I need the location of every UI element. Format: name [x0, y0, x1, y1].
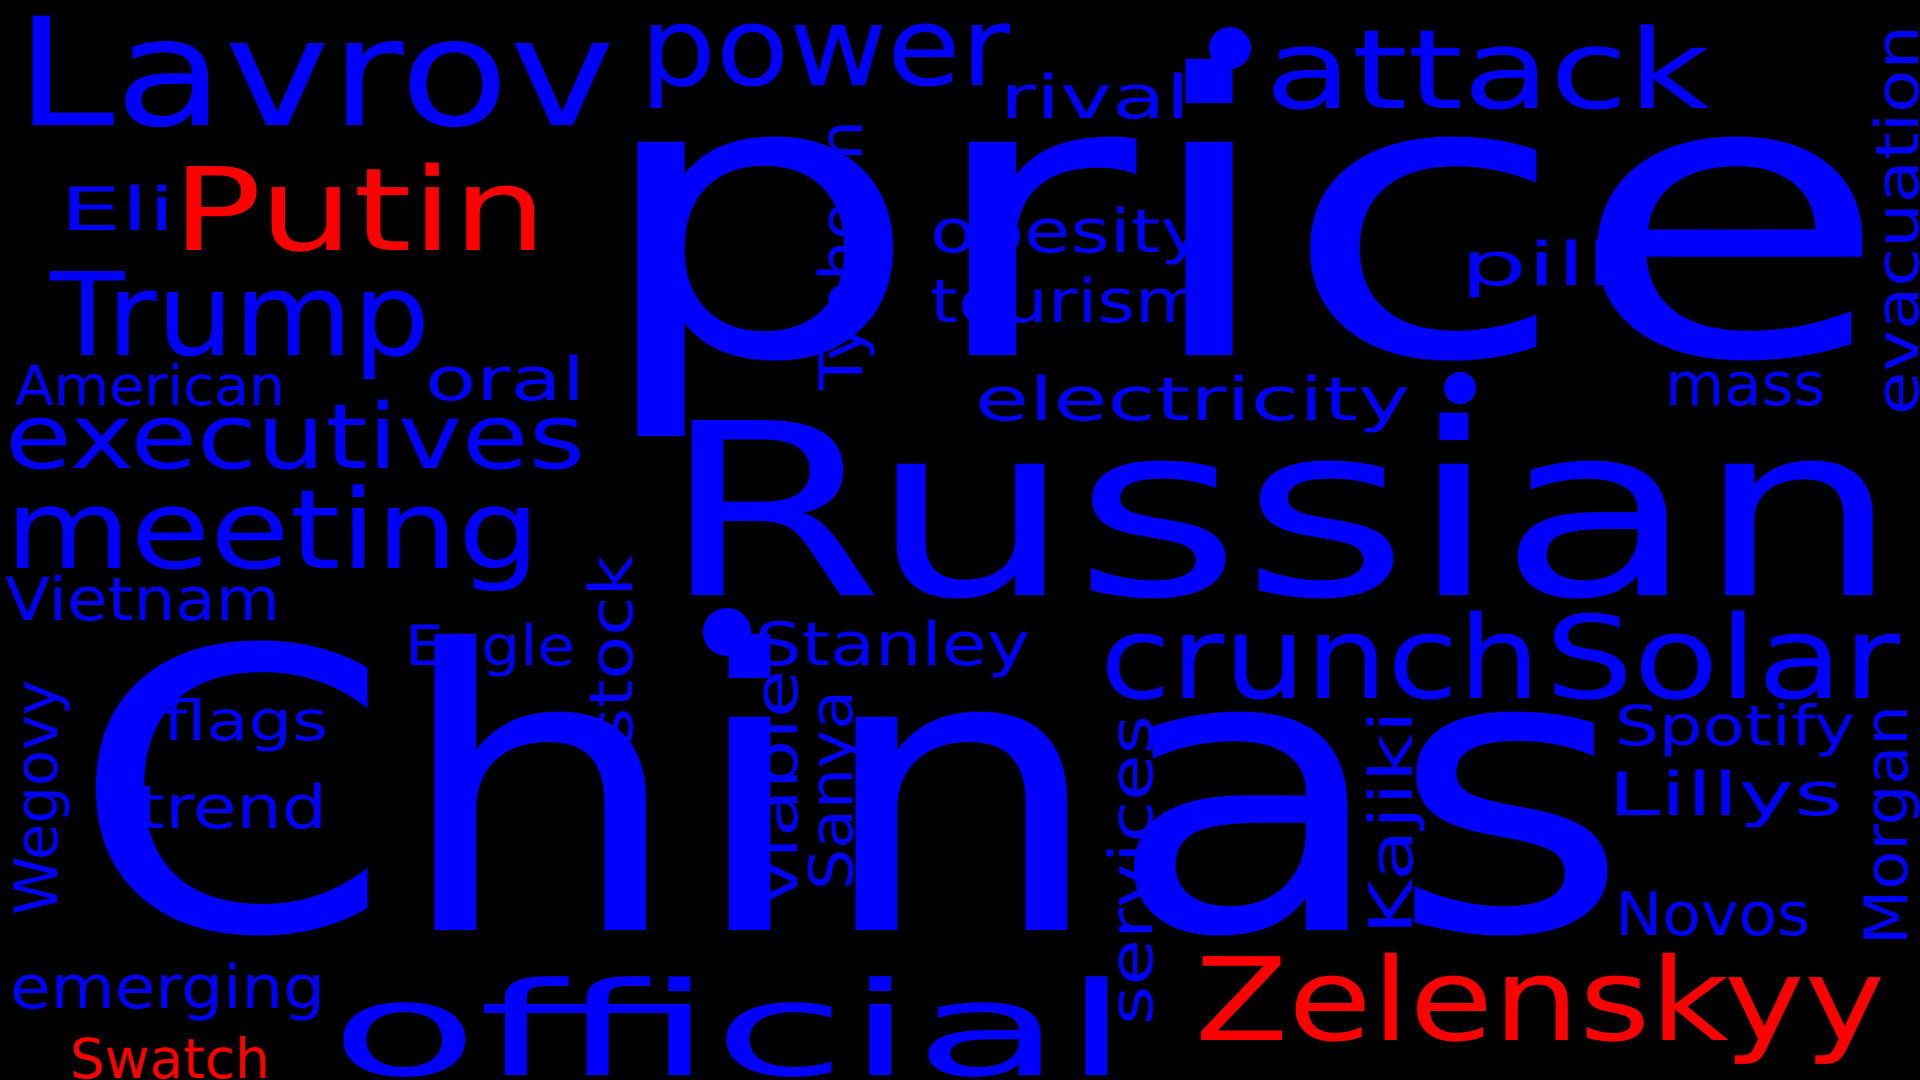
word-attack: attack	[1265, 6, 1710, 134]
word-american: American	[15, 354, 285, 418]
dot	[1209, 27, 1251, 69]
word-kajiki: Kajiki	[1357, 710, 1427, 935]
word-trend: trend	[137, 773, 327, 843]
word-pill: pill	[1460, 230, 1615, 300]
word-typhoon: Typhoon	[807, 120, 877, 391]
word-price: price	[590, 0, 1890, 447]
word-viable: viable	[742, 670, 812, 905]
word-spotify: Spotify	[1615, 694, 1855, 758]
word-putin: Putin	[172, 144, 547, 278]
word-lillys: Lillys	[1608, 760, 1843, 830]
word-meeting: meeting	[5, 466, 540, 594]
word-oral: oral	[425, 345, 585, 415]
word-rival: rival	[1000, 63, 1190, 133]
word-trump: Trump	[49, 249, 430, 383]
word-stock: stock	[577, 555, 647, 745]
word-official: official	[330, 954, 1130, 1080]
word-russian: Russian	[660, 372, 1900, 652]
word-sanya: Sanya	[797, 690, 867, 890]
word-electricity: electricity	[975, 365, 1410, 435]
word-swatch: Swatch	[70, 1027, 270, 1080]
word-tourism: tourism	[930, 267, 1205, 337]
word-flags: flags	[163, 689, 328, 753]
dot	[1444, 372, 1476, 404]
word-eagle: Eagle	[405, 614, 575, 678]
word-executives: executives	[5, 385, 585, 490]
word-stanley: Stanley	[755, 610, 1030, 680]
word-novos: Novos	[1615, 880, 1810, 950]
word-crunch: crunch	[1100, 592, 1540, 726]
word-vietnam: Vietnam	[5, 565, 280, 635]
word-evacuation: evacuation	[1863, 25, 1920, 415]
word-emerging: emerging	[10, 953, 325, 1023]
word-obesity: obesity	[930, 197, 1205, 267]
word-mass: mass	[1665, 350, 1825, 420]
word-wegovy: Wegovy	[2, 680, 72, 915]
word-lavrov: Lavrov	[15, 0, 615, 161]
word-zelenskyy: Zelenskyy	[1195, 934, 1885, 1068]
word-morgan: Morgan	[1852, 705, 1920, 945]
word-eli: Eli	[60, 175, 175, 245]
word-services: services	[1097, 715, 1167, 1025]
dot	[703, 608, 751, 656]
word-chinas: Chinas	[70, 568, 1630, 1022]
word-power: power	[640, 0, 1011, 111]
word-solar: Solar	[1545, 592, 1901, 726]
